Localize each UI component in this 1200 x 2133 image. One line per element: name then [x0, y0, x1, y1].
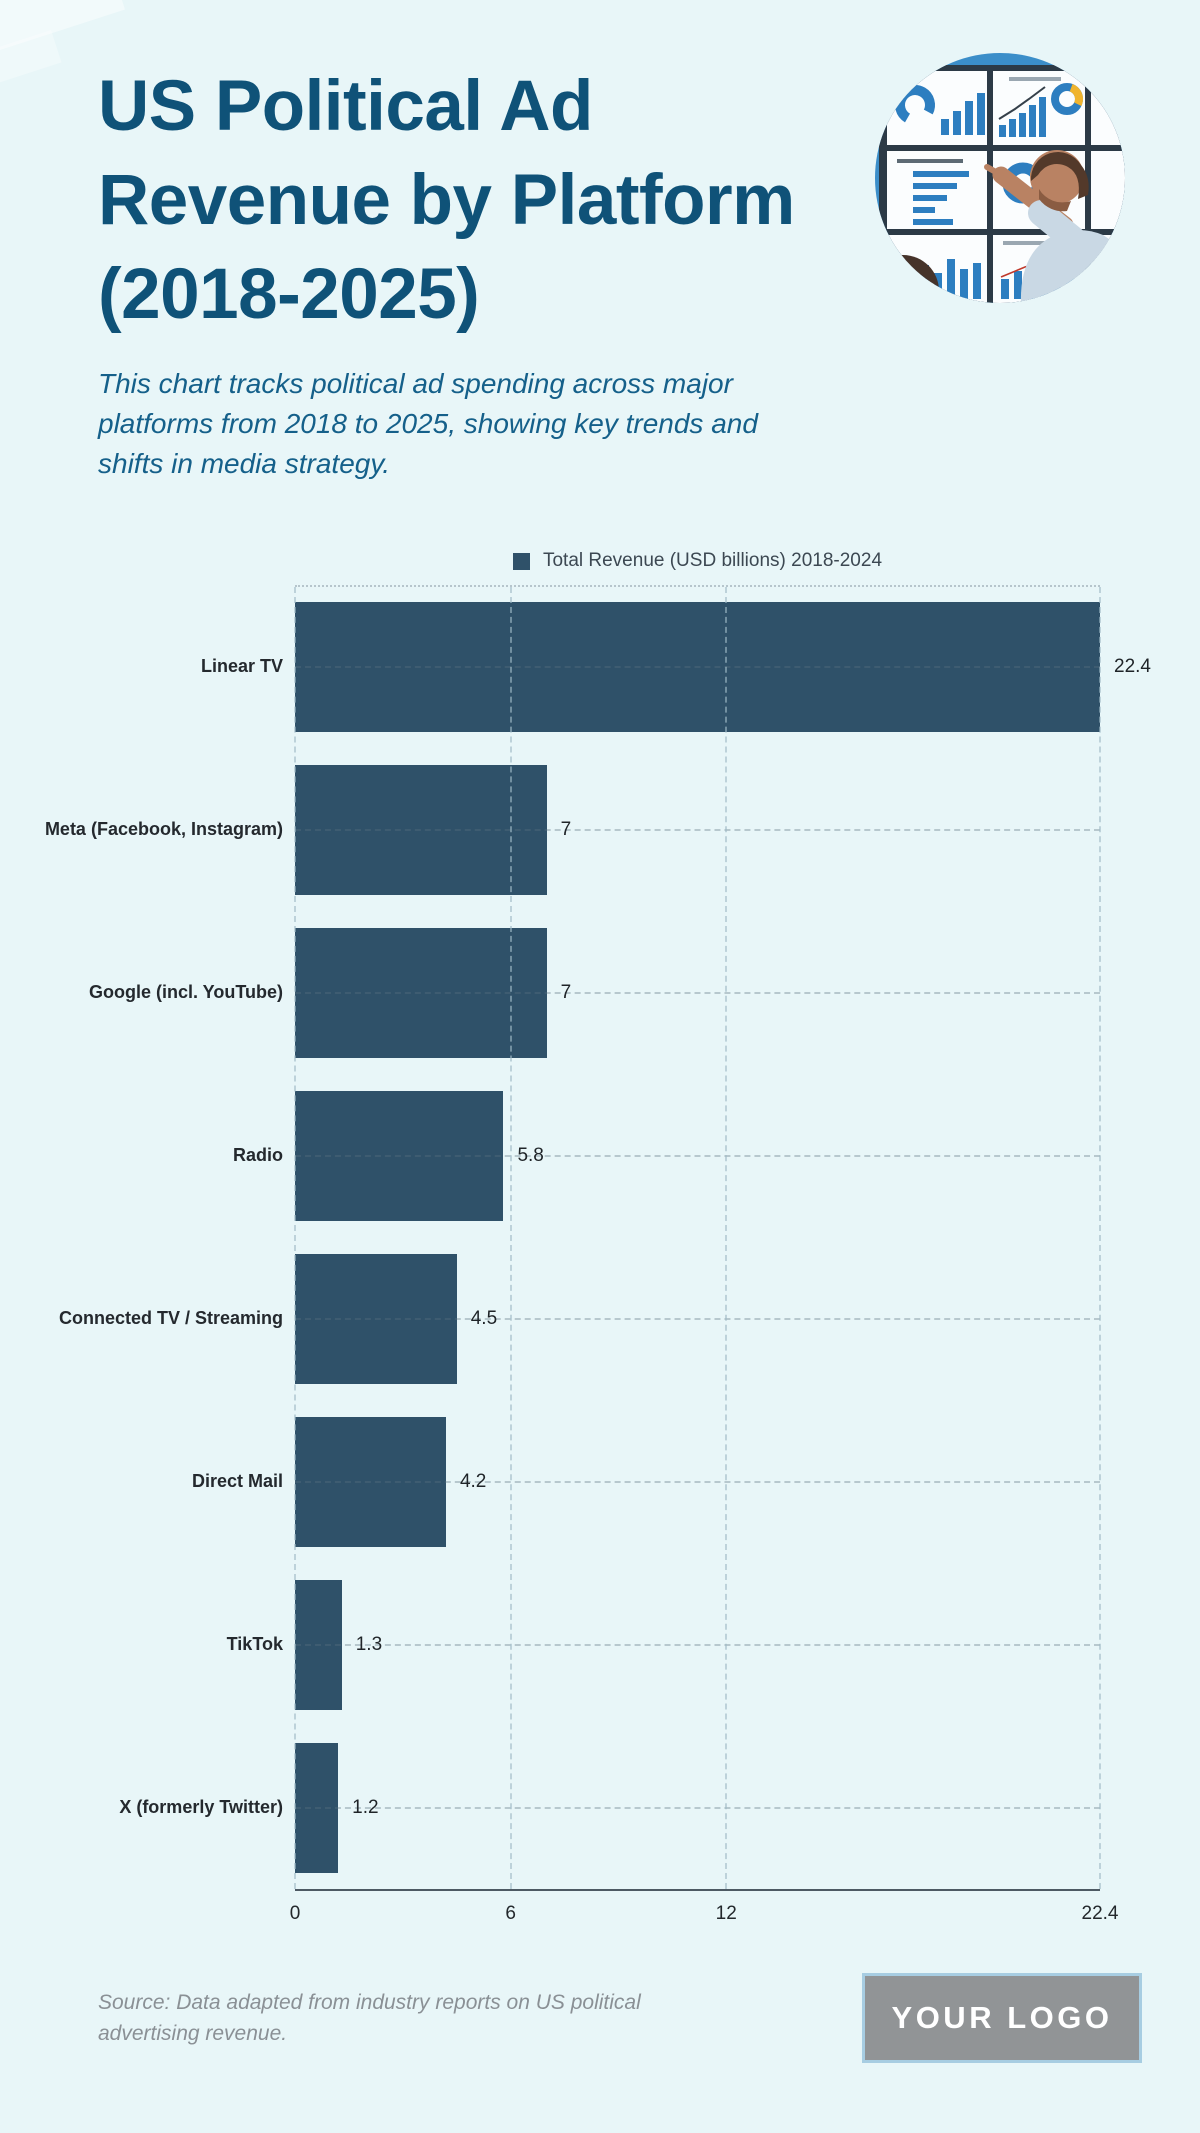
value-label: 4.2 — [459, 1470, 487, 1492]
category-label: Radio — [232, 1145, 283, 1165]
source-line: Source: Data adapted from industry repor… — [98, 1991, 641, 2014]
line-chart-icon — [998, 86, 1046, 120]
row-gridline — [295, 991, 1100, 994]
panel-title-text — [1003, 241, 1061, 245]
category-label: Connected TV / Streaming — [58, 1308, 283, 1328]
bar-linear-tv — [295, 601, 1100, 732]
panel-title-text — [1009, 77, 1061, 81]
header: US Political Ad Revenue by Platform (201… — [0, 0, 1200, 484]
page-title: US Political Ad Revenue by Platform (201… — [98, 60, 1200, 342]
chart-legend: Total Revenue (USD billions) 2018-2024 — [295, 550, 1100, 572]
subtitle-line: platforms from 2018 to 2025, showing key… — [98, 408, 758, 439]
screen-panel — [1091, 71, 1125, 145]
screen-panel — [1091, 151, 1125, 229]
chart-row-meta-facebook-instagram: Meta (Facebook, Instagram) 7 — [40, 748, 1100, 911]
presenter-beard — [1039, 189, 1071, 212]
value-label: 7 — [560, 818, 572, 840]
x-tick-label: 22.4 — [1081, 1903, 1119, 1924]
row-gridline — [295, 828, 1100, 831]
bar-chart: Total Revenue (USD billions) 2018-2024 L… — [40, 550, 1151, 1937]
legend-label: Total Revenue (USD billions) 2018-2024 — [542, 550, 883, 571]
plot-area: Linear TV 22.4 Meta (Facebook, Instagram) 7… — [40, 585, 1151, 1889]
x-tick-label: 0 — [289, 1903, 301, 1924]
panel-title-text — [897, 159, 963, 163]
bar-x-formerly-twitter — [295, 1742, 339, 1873]
x-tick-label: 12 — [715, 1903, 737, 1924]
bar-meta-facebook-instagram — [295, 764, 547, 895]
screen-panel — [887, 235, 987, 303]
x-axis: 0 6 12 22.4 — [290, 1889, 1118, 1937]
source-line: advertising revenue. — [98, 2022, 288, 2045]
footer: Source: Data adapted from industry repor… — [98, 1973, 1142, 2070]
row-gridline — [295, 665, 1100, 668]
chart-row-direct-mail: Direct Mail 4.2 — [40, 1400, 1100, 1563]
chart-row-x-formerly-twitter: X (formerly Twitter) 1.2 — [40, 1726, 1100, 1889]
presenter-hair — [1030, 152, 1089, 199]
bar-google-incl-youtube — [295, 927, 547, 1058]
analyst-photo-illustration — [875, 53, 1125, 303]
chart-row-google-incl-youtube: Google (incl. YouTube) 7 — [40, 911, 1100, 1074]
row-gridline — [295, 1806, 1100, 1809]
bar-track: 7 — [295, 911, 1100, 1074]
value-label: 4.5 — [470, 1307, 498, 1329]
bar-chart-icon — [941, 93, 985, 135]
title-line: Revenue by Platform — [98, 161, 795, 240]
subtitle-line: shifts in media strategy. — [98, 448, 391, 479]
bar-track: 7 — [295, 748, 1100, 911]
screen-panel — [887, 151, 987, 229]
source-note: Source: Data adapted from industry repor… — [98, 1987, 641, 2049]
row-gridline — [295, 1317, 1100, 1320]
bar-connected-tv-streaming — [295, 1253, 457, 1384]
row-gridline — [295, 1480, 1100, 1483]
bar-track: 1.2 — [295, 1726, 1100, 1889]
category-label: Meta (Facebook, Instagram) — [44, 819, 283, 839]
chart-row-connected-tv-streaming: Connected TV / Streaming 4.5 — [40, 1237, 1100, 1400]
category-label: Google (incl. YouTube) — [89, 982, 283, 1002]
bar-track: 5.8 — [295, 1074, 1100, 1237]
x-tick-label: 6 — [505, 1903, 516, 1924]
subtitle-line: This chart tracks political ad spending … — [98, 368, 733, 399]
hero-image — [875, 53, 1125, 303]
chart-row-linear-tv: Linear TV 22.4 — [40, 585, 1151, 748]
value-label: 22.4 — [1114, 655, 1151, 677]
row-gridline — [295, 1154, 1100, 1157]
donut-chart-segment — [1051, 83, 1083, 115]
logo-text: YOUR LOGO — [891, 2000, 1113, 2035]
value-label: 1.3 — [355, 1633, 383, 1655]
chart-row-tiktok: TikTok 1.3 — [40, 1563, 1100, 1726]
value-label: 5.8 — [517, 1144, 544, 1166]
title-line: US Political Ad — [98, 67, 593, 146]
viewer-shoulder — [875, 299, 933, 303]
title-line: (2018-2025) — [98, 255, 480, 334]
bar-track: 4.2 — [295, 1400, 1100, 1563]
horizontal-bar-chart-icon — [913, 171, 969, 225]
chart-rows: Linear TV 22.4 Meta (Facebook, Instagram) 7… — [40, 585, 1151, 1889]
bar-direct-mail — [295, 1416, 446, 1547]
category-label: TikTok — [226, 1634, 283, 1654]
logo-placeholder: YOUR LOGO — [862, 1973, 1142, 2063]
category-label: Linear TV — [200, 656, 283, 676]
row-gridline — [295, 1643, 1100, 1646]
chart-row-radio: Radio 5.8 — [40, 1074, 1100, 1237]
legend-swatch — [512, 552, 530, 570]
bar-chart-icon — [999, 97, 1046, 137]
bar-radio — [295, 1090, 504, 1221]
category-label: Direct Mail — [191, 1471, 283, 1491]
bar-track: 22.4 — [295, 585, 1151, 748]
value-label: 7 — [560, 981, 572, 1003]
bar-track: 1.3 — [295, 1563, 1100, 1726]
value-label: 1.2 — [352, 1796, 379, 1818]
presenter-finger — [984, 164, 1004, 178]
bar-tiktok — [295, 1579, 342, 1710]
page-subtitle: This chart tracks political ad spending … — [98, 364, 1200, 484]
bar-track: 4.5 — [295, 1237, 1100, 1400]
category-label: X (formerly Twitter) — [119, 1797, 283, 1817]
